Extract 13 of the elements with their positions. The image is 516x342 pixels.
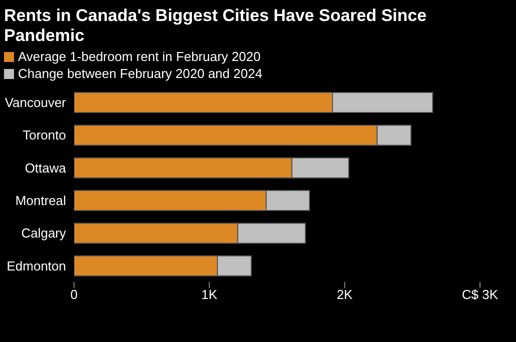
y-tick-label: Toronto bbox=[22, 128, 66, 143]
x-tick-label: 1K bbox=[201, 287, 218, 302]
y-tick-label: Vancouver bbox=[4, 94, 67, 110]
y-tick-label: Montreal bbox=[15, 192, 66, 208]
x-tick-label: C$ 3K bbox=[462, 287, 498, 302]
x-tick-label: 2K bbox=[336, 287, 353, 302]
legend-label: Average 1-bedroom rent in February 2020 bbox=[18, 48, 261, 65]
y-tick-label: Calgary bbox=[21, 226, 66, 241]
y-tick-label: Edmonton bbox=[6, 258, 66, 274]
chart-title: Rents in Canada's Biggest Cities Have Soared Since Pandemic bbox=[3, 5, 428, 46]
x-tick-label: 0 bbox=[70, 287, 78, 302]
y-tick-label: Ottawa bbox=[24, 160, 67, 176]
legend-label: Change between February 2020 and 2024 bbox=[18, 65, 262, 82]
